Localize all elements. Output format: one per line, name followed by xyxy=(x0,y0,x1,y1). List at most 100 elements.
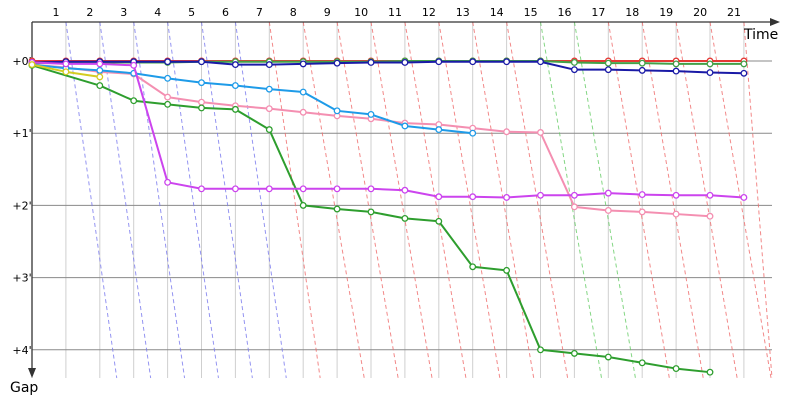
y-tick-label: +3' xyxy=(12,272,31,285)
y-tick-label: +2' xyxy=(12,199,31,212)
data-point xyxy=(503,128,511,136)
data-point xyxy=(672,210,680,218)
data-point xyxy=(672,67,680,75)
diagonal-guide xyxy=(302,21,365,379)
data-point xyxy=(164,74,172,82)
x-tick-label: 7 xyxy=(256,6,263,19)
x-tick-label: 6 xyxy=(222,6,229,19)
data-point xyxy=(638,359,646,367)
data-point xyxy=(503,266,511,274)
diagonal-guide xyxy=(573,21,636,379)
diagonal-guide xyxy=(268,21,321,379)
data-point xyxy=(570,66,578,74)
data-point xyxy=(604,189,612,197)
data-point xyxy=(503,58,511,66)
data-point xyxy=(469,58,477,66)
data-point xyxy=(503,194,511,201)
diagonal-guide xyxy=(438,21,501,379)
x-tick-label: 14 xyxy=(490,6,504,19)
data-point xyxy=(740,60,748,68)
data-point xyxy=(435,58,443,66)
x-tick-label: 13 xyxy=(456,6,470,19)
diagonal-guide xyxy=(506,21,569,379)
y-tick-labels: +0' +1' +2' +3' +4' xyxy=(12,55,31,357)
data-point xyxy=(740,69,748,77)
y-tick-label: +0' xyxy=(12,55,31,68)
data-point xyxy=(537,58,544,66)
data-point xyxy=(299,60,307,68)
diagonal-guide xyxy=(743,21,773,379)
data-point xyxy=(299,108,307,116)
x-tick-label: 9 xyxy=(324,6,331,19)
x-tick-label: 12 xyxy=(422,6,436,19)
data-point xyxy=(198,185,205,193)
series-line xyxy=(31,63,473,135)
data-point xyxy=(638,208,646,216)
data-point xyxy=(570,203,578,211)
data-point xyxy=(469,129,477,137)
data-point xyxy=(198,79,205,87)
data-point xyxy=(706,368,714,376)
series-line xyxy=(31,61,744,199)
data-point xyxy=(706,212,714,220)
data-point xyxy=(672,60,680,68)
data-point xyxy=(96,60,104,68)
data-point xyxy=(570,58,578,66)
y-tick-label: +4' xyxy=(12,344,31,357)
data-point xyxy=(570,191,578,199)
data-point xyxy=(299,201,307,209)
data-point xyxy=(198,98,205,106)
x-tick-label: 19 xyxy=(659,6,673,19)
data-point xyxy=(401,186,409,194)
data-point xyxy=(28,61,36,69)
diagonal-guide xyxy=(65,21,118,379)
diagonal-guides xyxy=(65,21,773,379)
data-point xyxy=(706,191,714,199)
x-tick-label: 10 xyxy=(354,6,368,19)
data-point xyxy=(537,191,544,199)
data-point xyxy=(401,122,409,130)
data-point xyxy=(333,107,341,115)
data-point xyxy=(706,60,714,68)
data-point xyxy=(435,217,443,225)
series-line xyxy=(31,64,711,374)
data-point xyxy=(435,126,443,134)
series-group xyxy=(28,61,104,81)
data-point xyxy=(604,59,612,67)
data-point xyxy=(570,349,578,357)
vertical-grid xyxy=(31,22,745,378)
data-point xyxy=(265,61,273,69)
data-point xyxy=(469,193,477,201)
diagonal-guide xyxy=(472,21,535,379)
data-point xyxy=(333,185,341,193)
diagonal-guide xyxy=(709,21,772,379)
data-point xyxy=(96,82,104,89)
data-point xyxy=(604,353,612,361)
data-point xyxy=(367,110,375,118)
data-point xyxy=(265,185,273,193)
data-point xyxy=(638,191,646,199)
data-point xyxy=(130,97,138,105)
data-point xyxy=(435,193,443,201)
data-point xyxy=(164,178,172,186)
data-point xyxy=(469,263,477,271)
x-axis-title: Time xyxy=(743,27,778,43)
data-point xyxy=(62,68,70,76)
x-tick-label: 16 xyxy=(558,6,572,19)
x-axis-arrow-icon xyxy=(770,18,780,26)
data-point xyxy=(401,58,409,66)
x-tick-label: 17 xyxy=(591,6,605,19)
axes xyxy=(28,18,780,378)
data-point xyxy=(333,59,341,67)
series-line xyxy=(31,60,744,75)
series-lines xyxy=(28,57,748,376)
data-point xyxy=(367,208,375,216)
x-tick-label: 8 xyxy=(290,6,297,19)
x-tick-label: 11 xyxy=(388,6,402,19)
diagonal-guide xyxy=(201,21,253,379)
y-axis-title: Gap xyxy=(10,380,38,396)
data-point xyxy=(333,205,341,213)
data-point xyxy=(638,66,646,74)
data-point xyxy=(740,194,748,201)
